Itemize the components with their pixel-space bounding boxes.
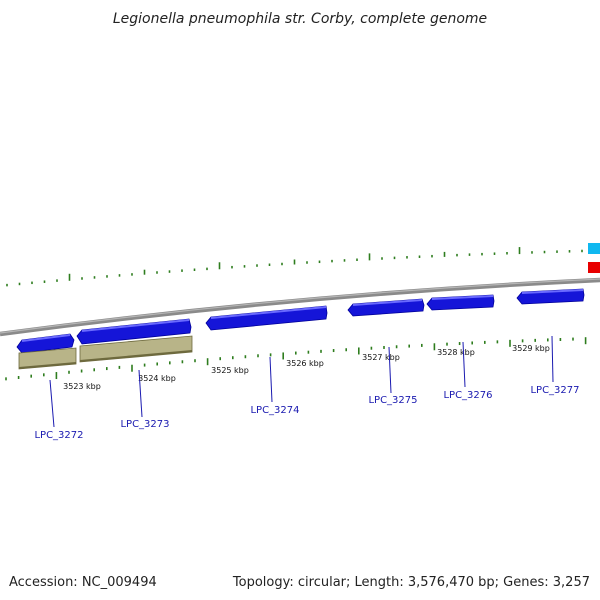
gene-label-leader xyxy=(462,341,466,388)
tick-label-group: 3523 kbp 3524 kbp 3525 kbp 3526 kbp 3527 kbp… xyxy=(63,344,550,391)
gene-arrow-highlight xyxy=(521,289,584,294)
tick-label: 3525 kbp xyxy=(211,366,249,375)
gene-label-leader xyxy=(388,346,392,394)
tick-label: 3523 kbp xyxy=(63,382,101,391)
gene-arrow-LPC_3273[interactable] xyxy=(76,318,192,345)
tick-label: 3528 kbp xyxy=(437,348,475,357)
gene-label-LPC_3272[interactable]: LPC_3272 xyxy=(34,430,83,441)
gene-label-LPC_3276[interactable]: LPC_3276 xyxy=(443,390,492,401)
gene-label-leader xyxy=(138,369,143,418)
genome-summary-text: Topology: circular; Length: 3,576,470 bp… xyxy=(232,575,590,590)
gene-label-leader xyxy=(551,335,554,383)
gene-arrow-highlight xyxy=(210,306,327,319)
outer-tick-track xyxy=(6,247,583,287)
gene-label-LPC_3275[interactable]: LPC_3275 xyxy=(368,395,417,406)
gene-label-group: LPC_3272 LPC_3273 LPC_3274 LPC_3275 LPC_3276… xyxy=(34,335,580,441)
tick-label: 3527 kbp xyxy=(362,353,400,362)
cds-feature-shadow xyxy=(79,350,193,362)
feature-track xyxy=(16,288,585,370)
gene-arrow-highlight xyxy=(431,295,494,300)
tick-label: 3529 kbp xyxy=(512,344,550,353)
genome-backbone-highlight xyxy=(0,278,600,334)
inner-tick-track xyxy=(5,337,587,381)
gene-arrow-highlight xyxy=(352,299,423,306)
gene-label-leader xyxy=(269,356,273,403)
genome-title: Legionella pneumophila str. Corby, compl… xyxy=(113,11,487,27)
tick-label: 3526 kbp xyxy=(286,359,324,368)
gene-arrow-LPC_3274[interactable] xyxy=(205,305,328,331)
genome-backbone xyxy=(0,277,600,337)
tick-label: 3524 kbp xyxy=(138,374,176,383)
gene-arrow-highlight xyxy=(21,334,71,342)
gene-arrow-LPC_3272[interactable] xyxy=(16,333,75,354)
gene-label-LPC_3273[interactable]: LPC_3273 xyxy=(120,419,169,430)
cds-feature-shadow xyxy=(18,362,77,369)
gene-label-LPC_3277[interactable]: LPC_3277 xyxy=(530,385,579,396)
gene-label-leader xyxy=(49,379,55,428)
red-feature-fragment[interactable] xyxy=(588,262,600,273)
accession-text: Accession: NC_009494 xyxy=(9,575,157,590)
cyan-feature-fragment[interactable] xyxy=(588,243,600,254)
gene-label-LPC_3274[interactable]: LPC_3274 xyxy=(250,405,299,416)
gene-arrow-highlight xyxy=(81,319,190,332)
